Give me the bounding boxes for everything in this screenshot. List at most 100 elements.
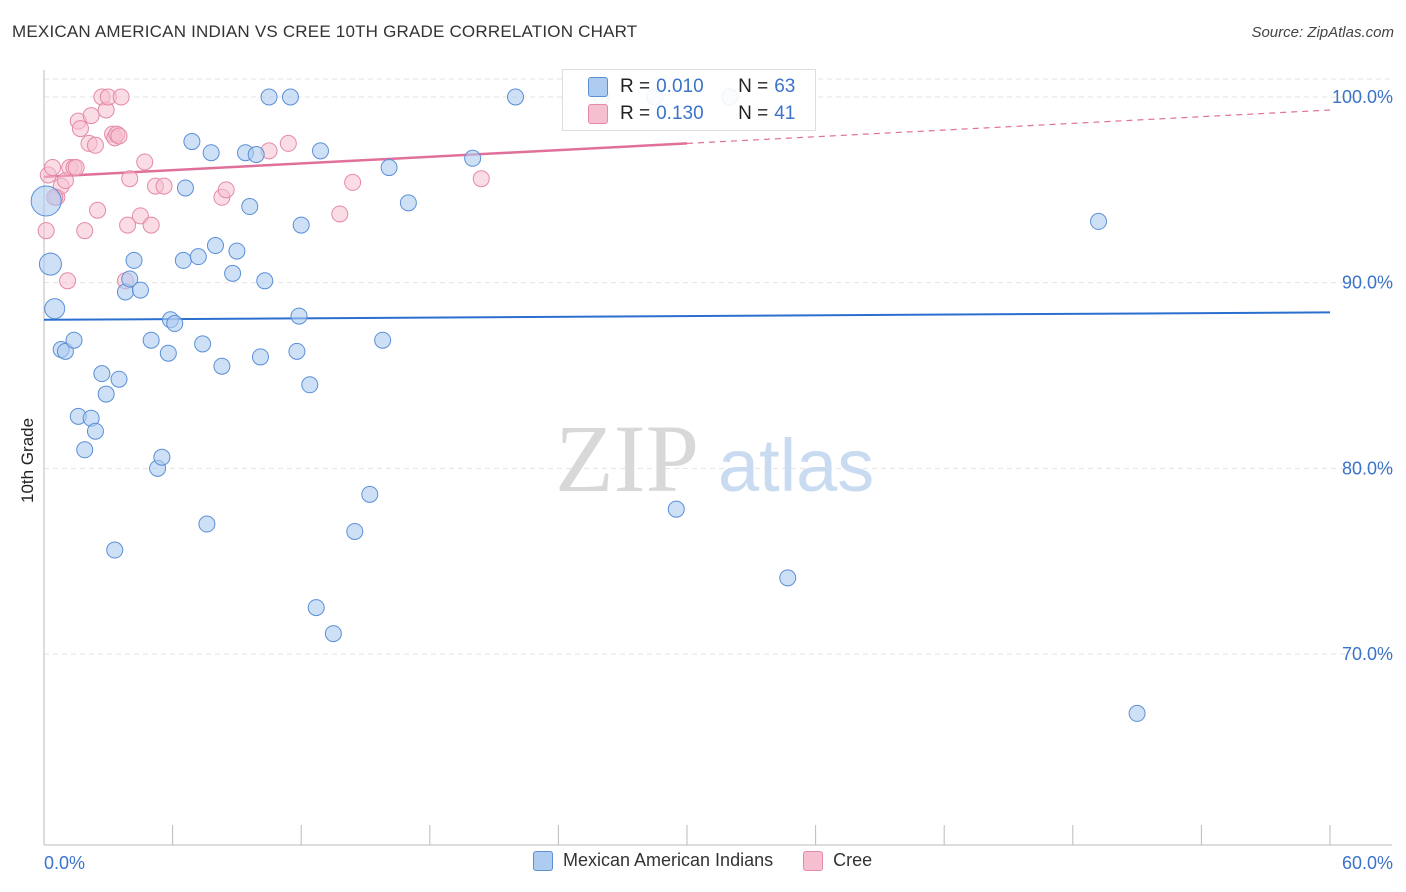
mexican-american-indians-point — [256, 272, 274, 290]
mexican-american-indians-point — [301, 376, 319, 394]
stats-r-value: 0.010 — [656, 76, 704, 97]
chart-title: MEXICAN AMERICAN INDIAN VS CREE 10TH GRA… — [12, 22, 638, 41]
watermark-atlas: atlas — [718, 424, 874, 507]
stats-swatch-pink — [588, 104, 608, 124]
cree-point — [142, 216, 160, 234]
mexican-american-indians-point — [166, 315, 184, 333]
stats-n-label: N = — [738, 76, 769, 97]
mexican-american-indians-point — [241, 198, 259, 216]
mexican-american-indians-point — [93, 365, 111, 383]
legend-swatch-blue — [533, 850, 553, 871]
cree-point — [89, 201, 107, 219]
mexican-american-indians-point — [779, 569, 797, 587]
mexican-american-indians-point — [399, 194, 417, 212]
cree-point — [67, 159, 85, 177]
mexican-american-indians-point — [153, 448, 171, 466]
mexican-american-indians-point — [206, 237, 224, 255]
cree-point — [131, 207, 149, 225]
cree-point — [136, 153, 154, 171]
mexican-american-indians-point — [290, 307, 308, 325]
mexican-american-indians-point — [1128, 704, 1146, 722]
mexican-american-indians-point — [228, 242, 246, 260]
stats-n-value: 41 — [774, 103, 796, 124]
cree-point — [121, 170, 139, 188]
mexican-american-indians-point — [189, 248, 207, 266]
mexican-american-indians-point — [374, 331, 392, 349]
mexican-american-indians-point — [106, 541, 124, 559]
cree-point — [76, 222, 94, 240]
trend-line-mexican-american-indians — [43, 311, 1331, 321]
legend-label: Cree — [833, 850, 873, 870]
cree-point — [82, 107, 100, 125]
cree-point — [331, 205, 349, 223]
mexican-american-indians-point — [174, 251, 192, 269]
legend-swatch-pink — [803, 850, 824, 871]
tick-labels: 70.0% 80.0% 90.0% 100.0% 0.0% 60.0% — [44, 87, 1393, 873]
mexican-american-indians-point — [311, 142, 329, 160]
mexican-american-indians-point — [213, 357, 231, 375]
mexican-american-indians-point — [307, 599, 325, 617]
mexican-american-indians-point — [224, 264, 242, 282]
cree-point — [110, 127, 128, 145]
mexican-american-indians-point — [176, 179, 194, 197]
cree-point — [217, 181, 235, 199]
cree-point — [279, 134, 297, 152]
source-label: Source: ZipAtlas.com — [1251, 24, 1394, 41]
cree-point — [112, 88, 130, 106]
legend-label: Mexican American Indians — [563, 850, 774, 870]
stats-row-blue: R = 0.010 N = 63 — [563, 73, 795, 101]
mexican-american-indians-point — [251, 348, 269, 366]
mexican-american-indians-point — [97, 385, 115, 403]
mexican-american-indians-point — [38, 252, 62, 276]
mexican-american-indians-point — [110, 370, 128, 388]
mexican-american-indians-point — [76, 441, 94, 459]
stats-n-label: N = — [738, 103, 769, 124]
legend-item-mexican-american-indians[interactable]: Mexican American Indians — [533, 850, 773, 871]
mexican-american-indians-point — [30, 185, 62, 217]
mexican-american-indians-point — [281, 88, 299, 106]
mexican-american-indians-point — [65, 331, 83, 349]
x-tick-label-min: 0.0% — [44, 853, 85, 873]
mexican-american-indians-point — [292, 216, 310, 234]
stats-box: R = 0.010 N = 63 R = 0.130 N = 41 — [562, 69, 816, 131]
mexican-american-indians-point — [142, 331, 160, 349]
mexican-american-indians-point — [202, 144, 220, 162]
watermark: ZIP atlas — [555, 405, 874, 512]
cree-point — [59, 272, 77, 290]
stats-r-label: R = — [620, 103, 651, 124]
mexican-american-indians-point — [198, 515, 216, 533]
stats-r-value: 0.130 — [656, 103, 704, 124]
mexican-american-indians-point — [131, 281, 149, 299]
trend-lines — [43, 109, 1331, 321]
cree-point — [344, 173, 362, 191]
cree-point — [44, 159, 62, 177]
mexican-american-indians-point — [667, 500, 685, 518]
trend-line-cree — [43, 142, 688, 179]
mexican-american-indians-point — [44, 298, 66, 320]
y-tick-label: 100.0% — [1332, 87, 1393, 107]
mexican-american-indians-point — [464, 149, 482, 167]
legend-item-cree[interactable]: Cree — [803, 850, 872, 871]
cree-point — [37, 222, 55, 240]
mexican-american-indians-point — [86, 422, 104, 440]
cree-point — [119, 216, 137, 234]
stats-swatch-blue — [588, 77, 608, 97]
trend-line-cree-extension — [686, 109, 1331, 145]
mexican-american-indians-point — [125, 251, 143, 269]
mexican-american-indians-point — [288, 342, 306, 360]
legend: Mexican American Indians Cree — [533, 850, 902, 871]
mexican-american-indians-point — [1090, 212, 1108, 230]
cree-points — [37, 88, 490, 290]
stats-row-pink: R = 0.130 N = 41 — [563, 100, 795, 128]
cree-point — [155, 177, 173, 195]
mexican-american-indians-point — [194, 335, 212, 353]
mexican-american-indians-point — [247, 146, 265, 164]
mexican-american-indians-point — [183, 133, 201, 151]
mexican-american-indians-point — [507, 88, 525, 106]
cree-point — [472, 170, 490, 188]
mexican-american-indians-point — [361, 485, 379, 503]
stats-r-label: R = — [620, 76, 651, 97]
cree-point — [71, 120, 89, 138]
mexican-american-indians-point — [159, 344, 177, 362]
